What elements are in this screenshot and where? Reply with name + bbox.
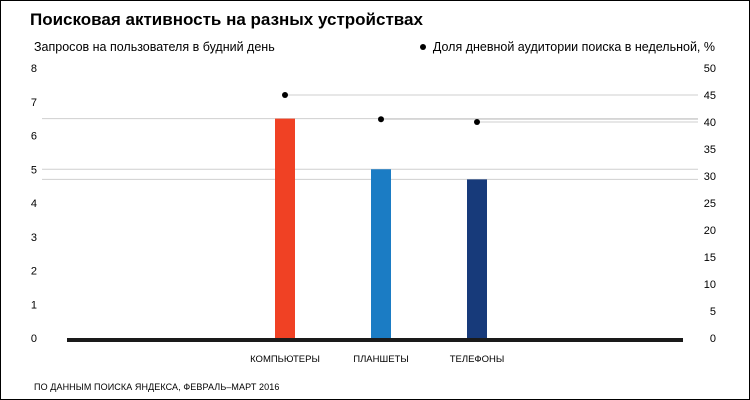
right-tick-label: 35 (704, 144, 716, 156)
category-label: ПЛАНШЕТЫ (353, 354, 409, 365)
left-tick-label: 0 (31, 333, 37, 345)
right-tick-label: 50 (704, 63, 716, 75)
right-tick-label: 15 (704, 252, 716, 264)
right-tick-label: 25 (704, 198, 716, 210)
left-tick-label: 2 (31, 266, 37, 278)
share-point (474, 119, 480, 125)
right-tick-label: 40 (704, 117, 716, 129)
bar (275, 118, 295, 338)
left-tick-label: 6 (31, 131, 37, 143)
left-tick-label: 3 (31, 232, 37, 244)
source-note: ПО ДАННЫМ ПОИСКА ЯНДЕКСА, ФЕВРАЛЬ–МАРТ 2… (34, 382, 280, 392)
x-axis-baseline (67, 338, 683, 342)
left-axis-label: Запросов на пользователя в будний день (34, 40, 275, 54)
right-tick-label: 45 (704, 90, 716, 102)
left-tick-label: 8 (31, 63, 37, 75)
right-tick-label: 0 (710, 333, 716, 345)
right-axis-label-text: Доля дневной аудитории поиска в недельно… (432, 40, 715, 54)
right-tick-label: 30 (704, 171, 716, 183)
share-point (378, 116, 384, 123)
category-label: КОМПЬЮТЕРЫ (250, 354, 320, 365)
right-tick-label: 20 (704, 225, 716, 237)
left-tick-label: 5 (31, 164, 37, 176)
bar (371, 169, 391, 338)
share-point (282, 92, 288, 98)
right-tick-label: 10 (704, 279, 716, 291)
right-axis-label: Доля дневной аудитории поиска в недельно… (419, 40, 715, 54)
left-tick-label: 4 (31, 198, 37, 210)
category-label: ТЕЛЕФОНЫ (450, 354, 505, 365)
bar (467, 179, 487, 338)
left-tick-label: 7 (31, 97, 37, 109)
left-tick-label: 1 (31, 299, 37, 311)
chart-title: Поисковая активность на разных устройств… (30, 10, 423, 29)
right-tick-label: 5 (710, 306, 716, 318)
legend-dot-icon (419, 43, 426, 50)
